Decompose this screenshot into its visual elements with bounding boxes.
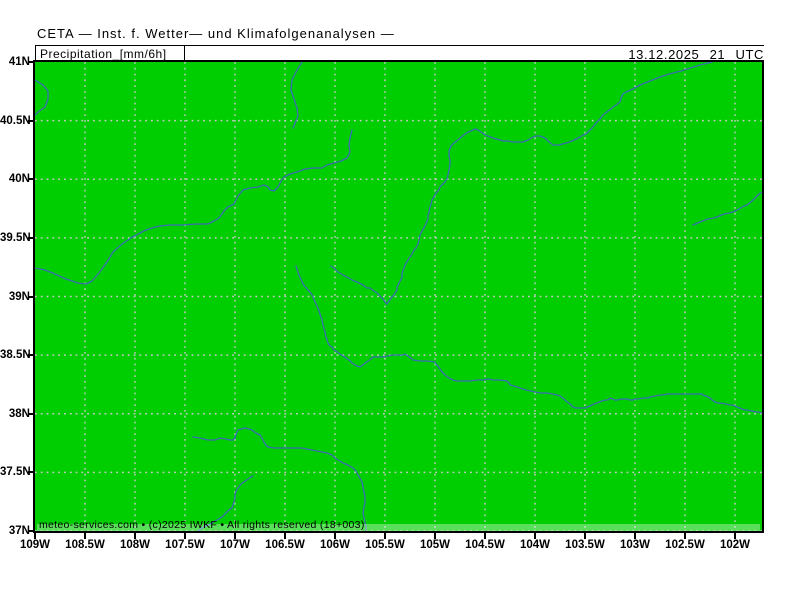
lon-tick — [684, 533, 686, 539]
header-rule — [35, 45, 764, 46]
river-line — [35, 79, 49, 116]
lon-label: 107W — [219, 539, 251, 551]
lon-label: 108W — [119, 539, 151, 551]
river-line — [330, 265, 388, 305]
lat-tick — [28, 471, 35, 474]
lon-tick — [434, 533, 436, 539]
lon-tick — [284, 533, 286, 539]
lat-label: 39N — [8, 290, 30, 303]
map-title: CETA — Inst. f. Wetter— und Klimafolgena… — [37, 26, 395, 41]
river-line — [386, 62, 713, 305]
lat-label: 37.5N — [0, 466, 31, 479]
lat-label: 37N — [8, 525, 30, 537]
lon-tick — [584, 533, 586, 539]
river-line — [35, 129, 353, 285]
lat-tick — [28, 119, 35, 122]
river-line — [290, 62, 303, 129]
lon-tick — [234, 533, 236, 539]
lon-label: 109W — [19, 539, 51, 551]
map-canvas — [35, 62, 762, 531]
copyright-band — [37, 524, 760, 531]
lon-label: 107.5W — [165, 539, 205, 551]
river-line — [197, 475, 254, 531]
lon-tick — [534, 533, 536, 539]
lat-label: 39.5N — [0, 231, 31, 244]
lon-label: 105W — [419, 539, 451, 551]
lat-label: 38.5N — [0, 349, 31, 362]
rivers-layer — [35, 62, 762, 531]
lon-label: 104W — [519, 539, 551, 551]
lon-tick — [334, 533, 336, 539]
lon-label: 102.5W — [665, 539, 705, 551]
lon-label: 106.5W — [265, 539, 305, 551]
land-area — [35, 62, 762, 531]
river-line — [692, 191, 762, 226]
lon-label: 103.5W — [565, 539, 605, 551]
lat-tick — [28, 61, 35, 63]
datetime-label: 13.12.2025 21 UTC — [628, 47, 764, 62]
lon-label: 106W — [319, 539, 351, 551]
lat-tick — [28, 412, 35, 415]
river-line — [295, 265, 762, 414]
lon-tick — [634, 533, 636, 539]
lon-label: 104.5W — [465, 539, 505, 551]
lon-label: 108.5W — [65, 539, 105, 551]
lon-label: 102W — [719, 539, 751, 551]
lon-tick — [734, 533, 736, 539]
lon-tick — [34, 533, 36, 539]
lat-tick — [28, 295, 35, 298]
lat-tick — [28, 354, 35, 357]
river-line — [192, 427, 367, 531]
copyright-text: meteo-services.com • (c)2025 IWKF • All … — [39, 519, 365, 531]
lon-tick — [184, 533, 186, 539]
variable-label-box: Precipitation_[mm/6h] — [35, 45, 185, 62]
lon-tick — [384, 533, 386, 539]
lat-label: 40.5N — [0, 114, 31, 127]
lat-label: 40N — [8, 173, 30, 186]
lat-tick — [28, 530, 35, 532]
lat-tick — [28, 236, 35, 239]
lat-label: 41N — [8, 56, 30, 68]
lon-tick — [134, 533, 136, 539]
lat-label: 38N — [8, 407, 30, 420]
lat-tick — [28, 178, 35, 181]
lon-tick — [484, 533, 486, 539]
lon-tick — [84, 533, 86, 539]
lon-label: 105.5W — [365, 539, 405, 551]
lon-label: 103W — [619, 539, 651, 551]
